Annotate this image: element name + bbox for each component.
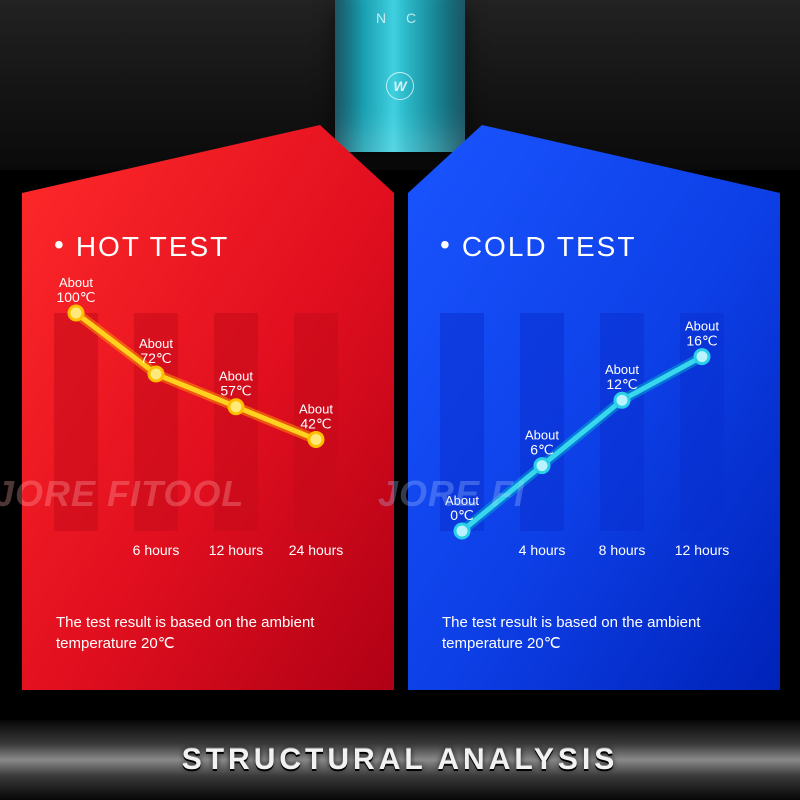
data-marker [69, 306, 83, 320]
point-label-prefix: About [685, 319, 719, 334]
hot-title: • HOT TEST [54, 229, 229, 263]
cold-title-text: COLD TEST [462, 231, 637, 262]
point-label-prefix: About [139, 336, 173, 351]
cold-title: • COLD TEST [440, 229, 636, 263]
point-label-value: 12℃ [606, 376, 637, 392]
hot-panel: •HOT TEST 6 hours12 hours24 hoursAbout10… [22, 125, 394, 690]
point-label-prefix: About [605, 362, 639, 377]
hot-title-text: HOT TEST [76, 231, 229, 262]
point-label-value: 16℃ [686, 333, 717, 349]
x-axis-label: 6 hours [133, 542, 180, 558]
point-label-value: 6℃ [530, 442, 554, 458]
hot-chart: 6 hours12 hours24 hoursAbout100℃About72℃… [40, 275, 378, 575]
point-label-value: 100℃ [56, 289, 95, 305]
point-label-prefix: About [445, 493, 479, 508]
data-marker [229, 400, 243, 414]
chart-bar [54, 313, 98, 531]
point-label-value: 57℃ [220, 383, 251, 399]
bottle-badge: W [386, 72, 414, 100]
chart-bar [214, 313, 258, 531]
point-label-value: 72℃ [140, 350, 171, 366]
data-marker [149, 367, 163, 381]
x-axis-label: 8 hours [599, 542, 646, 558]
bottle-letters: N C [376, 10, 424, 26]
data-marker [309, 432, 323, 446]
chart-bar [600, 313, 644, 531]
data-marker [695, 350, 709, 364]
point-label-prefix: About [299, 401, 333, 416]
footer-band: STRUCTURAL ANALYSIS [0, 720, 800, 800]
point-label-value: 42℃ [300, 415, 331, 431]
chart-bar [520, 313, 564, 531]
x-axis-label: 4 hours [519, 542, 566, 558]
x-axis-label: 12 hours [675, 542, 729, 558]
cold-footer: The test result is based on the ambient … [442, 612, 760, 654]
data-marker [535, 459, 549, 473]
x-axis-label: 12 hours [209, 542, 263, 558]
point-label-prefix: About [59, 275, 93, 290]
cold-panel: •COLD TEST 4 hours8 hours12 hoursAbout0℃… [408, 125, 780, 690]
trend-glow [76, 313, 316, 439]
bullet-icon: • [440, 229, 452, 260]
point-label-prefix: About [219, 369, 253, 384]
data-marker [455, 524, 469, 538]
hot-footer: The test result is based on the ambient … [56, 612, 374, 654]
footer-title: STRUCTURAL ANALYSIS [182, 743, 619, 777]
bullet-icon: • [54, 229, 66, 260]
point-label-prefix: About [525, 428, 559, 443]
trend-glow [462, 357, 702, 531]
point-label-value: 0℃ [450, 507, 474, 523]
cold-chart: 4 hours8 hours12 hoursAbout0℃About6℃Abou… [426, 275, 764, 575]
panels-container: •HOT TEST 6 hours12 hours24 hoursAbout10… [0, 125, 800, 690]
data-marker [615, 393, 629, 407]
x-axis-label: 24 hours [289, 542, 343, 558]
